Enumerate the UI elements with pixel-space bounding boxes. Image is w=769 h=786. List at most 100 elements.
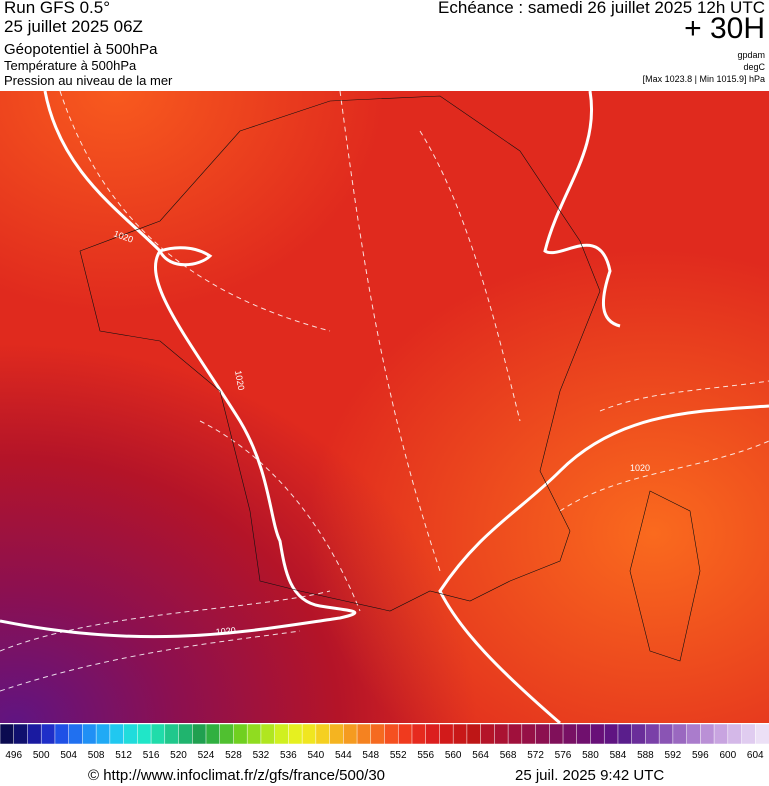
source: © http://www.infoclimat.fr/z/gfs/france/… [88, 767, 386, 784]
field: Géopotentiel à 500hPa [4, 41, 158, 58]
colorbar-cell [590, 724, 605, 745]
colorbar-label: 536 [280, 750, 297, 761]
colorbar-cell [219, 724, 234, 745]
colorbar-label: 564 [472, 750, 489, 761]
colorbar-label: 508 [88, 750, 105, 761]
colorbar-cell [123, 724, 138, 745]
colorbar-label: 572 [527, 750, 544, 761]
colorbar-cell [700, 724, 715, 745]
colorbar-cell [507, 724, 523, 745]
colorbar-cell [68, 724, 83, 745]
colorbar-cell [658, 724, 674, 745]
colorbar-cell [645, 724, 660, 745]
colorbar-label: 520 [170, 750, 187, 761]
colorbar-cell [727, 724, 743, 745]
warm-field [0, 91, 769, 723]
colorbar-label: 576 [555, 750, 572, 761]
pressure-range: [Max 1023.8 | Min 1015.9] hPa [642, 74, 765, 84]
colorbar-label: 592 [665, 750, 682, 761]
colorbar-cell [439, 724, 454, 745]
map: 1020 1020 1020 1020 [0, 91, 769, 723]
colorbar-cell [233, 724, 248, 745]
colorbar-cell [549, 724, 564, 745]
colorbar-label: 540 [307, 750, 324, 761]
colorbar-cell [741, 724, 756, 745]
colorbar-label: 512 [115, 750, 132, 761]
colorbar-cell [164, 724, 180, 745]
field: Température à 500hPa [4, 58, 137, 73]
isotherms [0, 91, 769, 692]
colorbar-label: 580 [582, 750, 599, 761]
borders [79, 95, 701, 662]
colorbar-cell [370, 724, 386, 745]
colorbar-label: 524 [198, 750, 215, 761]
colorbar-cell [315, 724, 331, 745]
colorbar-label: 496 [5, 750, 22, 761]
colorbar-cell [672, 724, 688, 745]
colorbar-label: 500 [33, 750, 50, 761]
colorbar-cell [329, 724, 344, 745]
unit: gpdam [737, 50, 765, 60]
colorbar-cell [466, 724, 482, 745]
colorbar-cell [246, 724, 262, 745]
colorbar-label: 544 [335, 750, 352, 761]
isobars [0, 91, 769, 723]
colorbar-cell [205, 724, 221, 745]
colorbar-cell [521, 724, 537, 745]
colorbar-cell [755, 724, 769, 745]
contour-labels: 1020 1020 1020 1020 [112, 228, 650, 637]
colorbar-label: 528 [225, 750, 242, 761]
colorbar-cell [0, 724, 15, 745]
colorbar-cell [137, 724, 152, 745]
colorbar-label: 552 [390, 750, 407, 761]
colorbar-cell [480, 724, 495, 745]
colorbar-label: 584 [610, 750, 627, 761]
colorbar-cell [301, 724, 317, 745]
colorbar-label: 588 [637, 750, 654, 761]
colorbar-label: 516 [143, 750, 160, 761]
generated-time: 25 juil. 2025 9:42 UTC [515, 767, 665, 784]
colorbar-cell [54, 724, 70, 745]
colorbar-label: 568 [500, 750, 517, 761]
colorbar-cell [109, 724, 125, 745]
unit: degC [743, 62, 765, 72]
colorbar-cell [617, 724, 633, 745]
colorbar-label: 596 [692, 750, 709, 761]
colorbar-cell [178, 724, 193, 745]
colorbar-label: 504 [60, 750, 77, 761]
valid-time: Echéance : samedi 26 juillet 2025 12h UT… [438, 0, 765, 17]
colorbar: 496 500 504 508 512 516 520 524 528 532 536 540 544 5… [0, 724, 769, 761]
colorbar-cell [686, 724, 701, 745]
colorbar-cell [576, 724, 592, 745]
contour-label: 1020 [233, 370, 246, 391]
colorbar-label: 548 [362, 750, 379, 761]
colorbar-label: 560 [445, 750, 462, 761]
colorbar-label: 600 [719, 750, 736, 761]
colorbar-label: 532 [253, 750, 270, 761]
colorbar-cell [452, 724, 468, 745]
run: Run GFS 0.5° [4, 0, 111, 17]
colorbar-cell [192, 724, 207, 745]
colorbar-cell [13, 724, 29, 745]
colorbar-cell [40, 724, 56, 745]
colorbar-cell [713, 724, 729, 745]
colorbar-cell [27, 724, 42, 745]
colorbar-cell [150, 724, 166, 745]
colorbar-cell [631, 724, 646, 745]
colorbar-cell [535, 724, 550, 745]
colorbar-label: 556 [417, 750, 434, 761]
colorbar-label: 604 [747, 750, 764, 761]
colorbar-cell [411, 724, 427, 745]
colorbar-cell [603, 724, 619, 745]
contour-label: 1020 [630, 463, 650, 473]
colorbar-cell [356, 724, 372, 745]
field: Pression au niveau de la mer [4, 73, 173, 88]
colorbar-cell [494, 724, 509, 745]
run-date: 25 juillet 2025 06Z [4, 17, 143, 36]
colorbar-cell [397, 724, 413, 745]
lead-time: + 30H [684, 12, 765, 45]
colorbar-cell [343, 724, 358, 745]
colorbar-cell [82, 724, 97, 745]
colorbar-cell [288, 724, 303, 745]
